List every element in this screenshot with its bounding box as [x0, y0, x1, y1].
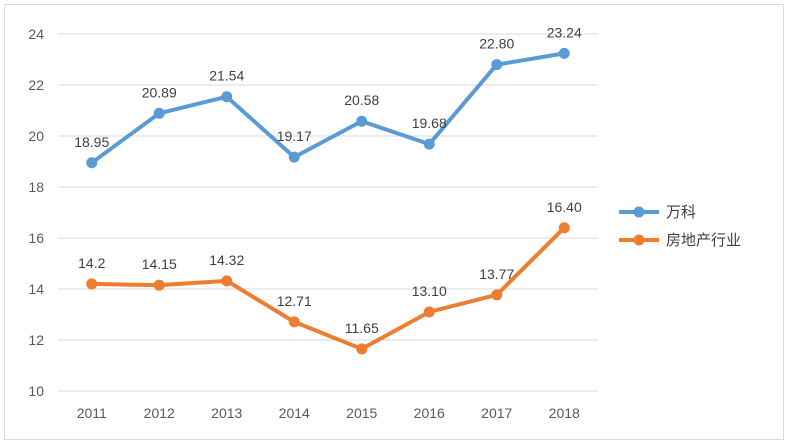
data-point — [491, 59, 503, 71]
series-line-1 — [89, 225, 567, 351]
data-label: 22.80 — [479, 36, 514, 52]
data-point — [558, 222, 570, 234]
y-tick-label: 10 — [28, 383, 44, 399]
data-point — [153, 279, 165, 291]
data-point — [491, 289, 503, 301]
y-tick-label: 16 — [28, 230, 44, 246]
data-point — [423, 138, 435, 150]
data-point — [288, 316, 300, 328]
data-point — [86, 157, 98, 169]
data-label: 14.2 — [78, 255, 105, 271]
x-tick-label: 2013 — [211, 405, 242, 421]
data-label: 13.77 — [479, 266, 514, 282]
legend-label-0: 万科 — [666, 204, 696, 221]
x-tick-label: 2011 — [77, 405, 107, 421]
x-tick-label: 2018 — [549, 405, 580, 421]
data-point — [356, 115, 368, 127]
data-point — [558, 47, 570, 59]
data-label: 19.68 — [412, 115, 447, 131]
data-point — [221, 275, 233, 287]
y-axis-ticks: 10 12 14 16 18 20 22 24 — [28, 26, 44, 399]
data-label: 14.15 — [142, 256, 177, 272]
x-tick-label: 2015 — [346, 405, 377, 421]
x-tick-label: 2017 — [481, 405, 512, 421]
data-label: 20.58 — [344, 92, 379, 108]
data-point — [86, 278, 98, 290]
y-tick-label: 12 — [28, 332, 44, 348]
data-label: 13.10 — [412, 283, 447, 299]
x-axis-ticks: 2011 2012 2013 2014 2015 2016 2017 2018 — [77, 405, 580, 421]
gridlines — [58, 33, 598, 392]
series-line-0 — [89, 51, 567, 165]
data-point — [423, 306, 435, 318]
x-tick-label: 2014 — [279, 405, 310, 421]
y-tick-label: 20 — [28, 128, 44, 144]
chart-frame — [4, 4, 784, 440]
data-label: 20.89 — [142, 84, 177, 100]
series-layer — [86, 47, 570, 355]
data-labels: 18.95 20.89 21.54 19.17 20.58 19.68 22.80 23.24… — [74, 24, 582, 336]
data-point — [356, 343, 368, 355]
data-label: 14.32 — [209, 252, 244, 268]
y-tick-label: 22 — [28, 77, 44, 93]
data-label: 19.17 — [277, 128, 312, 144]
y-tick-label: 14 — [28, 281, 44, 297]
data-point — [288, 151, 300, 163]
data-label: 12.71 — [277, 293, 312, 309]
data-label: 23.24 — [547, 24, 582, 40]
y-tick-label: 24 — [28, 26, 44, 42]
x-tick-label: 2012 — [144, 405, 175, 421]
legend-marker-1 — [633, 234, 645, 246]
data-label: 16.40 — [547, 199, 582, 215]
legend-label-1: 房地产行业 — [666, 232, 741, 249]
data-label: 21.54 — [209, 68, 244, 84]
data-point — [221, 91, 233, 103]
legend-marker-0 — [633, 206, 645, 218]
data-label: 18.95 — [74, 134, 109, 150]
data-point — [153, 107, 165, 119]
y-tick-label: 18 — [28, 179, 44, 195]
data-label: 11.65 — [345, 320, 379, 336]
x-tick-label: 2016 — [414, 405, 445, 421]
